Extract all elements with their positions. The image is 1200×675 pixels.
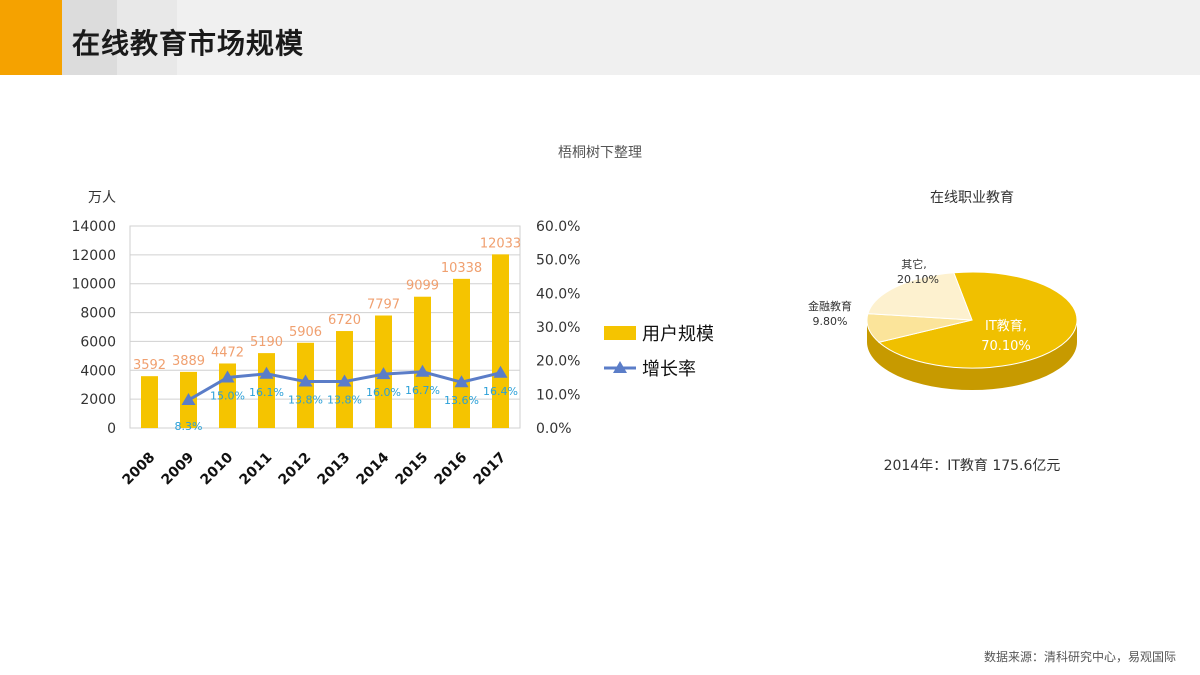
- bar-value-label: 12033: [480, 236, 521, 251]
- x-tick-label: 2016: [431, 450, 470, 489]
- pie-slice: [877, 271, 1078, 369]
- y-tick-label: 12000: [71, 248, 116, 264]
- chart-subtitle: 梧桐树下整理: [558, 145, 642, 161]
- y-tick-label: 14000: [71, 219, 116, 235]
- bar-value-label: 5906: [289, 325, 322, 340]
- bar-value-label: 7797: [367, 298, 400, 313]
- growth-rate-label: 16.4%: [483, 385, 518, 398]
- y2-tick-label: 40.0%: [536, 286, 580, 302]
- bar: [258, 353, 275, 428]
- bar-value-label: 10338: [441, 261, 482, 276]
- growth-rate-label: 16.7%: [405, 384, 440, 397]
- header-accent: [0, 0, 62, 75]
- y-tick-label: 4000: [80, 363, 116, 379]
- growth-rate-label: 8.3%: [175, 420, 203, 433]
- growth-rate-label: 13.6%: [444, 394, 479, 407]
- pie-value-finance: 9.80%: [813, 315, 848, 328]
- page-title: 在线教育市场规模: [72, 27, 305, 60]
- growth-rate-label: 13.8%: [327, 394, 362, 407]
- vocational-education-pie-chart: 在线职业教育 IT教育, 70.10% 金融教育 9.80% 其它, 20.10% 2014年…: [808, 190, 1078, 474]
- legend-label-bar: 用户规模: [642, 324, 714, 345]
- growth-rate-marker: [220, 370, 235, 383]
- y-tick-label: 8000: [80, 306, 116, 322]
- bar-value-label: 3889: [172, 354, 205, 369]
- bar: [141, 376, 158, 428]
- pie-value-other: 20.10%: [897, 273, 939, 286]
- growth-rate-label: 15.0%: [210, 390, 245, 403]
- y2-tick-label: 60.0%: [536, 219, 580, 235]
- user-scale-combo-chart: 0 2000 4000 6000 8000 10000 12000 14000 0.0% 10.0…: [71, 190, 714, 489]
- bar-value-label: 6720: [328, 313, 361, 328]
- legend-label-line: 增长率: [642, 359, 696, 380]
- growth-rate-marker: [493, 365, 508, 378]
- legend-swatch-bar: [604, 326, 636, 340]
- growth-rate-marker: [337, 374, 352, 387]
- header: 在线教育市场规模: [0, 0, 1200, 75]
- x-tick-label: 2017: [470, 450, 509, 489]
- pie-side: [867, 320, 1077, 390]
- growth-rate-label: 16.0%: [366, 386, 401, 399]
- x-tick-label: 2009: [158, 450, 197, 489]
- y-tick-label: 10000: [71, 277, 116, 293]
- pie-title: 在线职业教育: [930, 190, 1014, 206]
- x-tick-label: 2011: [236, 450, 275, 489]
- x-tick-label: 2010: [197, 449, 236, 488]
- x-tick-label: 2013: [314, 450, 353, 489]
- x-tick-label: 2015: [392, 450, 431, 489]
- pie-label-finance: 金融教育: [808, 299, 852, 313]
- growth-rate-marker: [415, 364, 430, 377]
- pie-slice: [867, 272, 973, 321]
- bar-value-label: 9099: [406, 279, 439, 294]
- pie-label-other: 其它,: [901, 257, 927, 271]
- y-tick-label: 6000: [80, 334, 116, 350]
- y2-tick-label: 0.0%: [536, 421, 572, 437]
- growth-rate-marker: [376, 367, 391, 380]
- bar: [414, 296, 431, 428]
- bar-value-label: 5190: [250, 335, 283, 350]
- x-tick-label: 2008: [119, 450, 158, 489]
- y2-tick-label: 10.0%: [536, 387, 580, 403]
- y2-tick-label: 50.0%: [536, 253, 580, 269]
- bar: [492, 254, 509, 428]
- growth-rate-marker: [454, 375, 469, 388]
- header-accent-grey-light: [117, 0, 177, 75]
- x-tick-label: 2012: [275, 450, 314, 489]
- y-axis-label: 万人: [88, 190, 116, 206]
- y-tick-label: 0: [107, 421, 116, 437]
- header-accent-grey: [62, 0, 117, 75]
- bar-value-label: 3592: [133, 358, 166, 373]
- legend-marker-line: [613, 361, 627, 373]
- bar-value-label: 4472: [211, 345, 244, 360]
- growth-rate-label: 13.8%: [288, 394, 323, 407]
- growth-rate-marker: [298, 374, 313, 387]
- y2-tick-label: 30.0%: [536, 320, 580, 336]
- pie-caption: 2014年：IT教育 175.6亿元: [884, 458, 1061, 474]
- y2-tick-label: 20.0%: [536, 354, 580, 370]
- y-tick-label: 2000: [80, 392, 116, 408]
- bar: [453, 278, 470, 428]
- x-tick-label: 2014: [353, 449, 392, 488]
- pie-value-it: 70.10%: [981, 339, 1031, 354]
- growth-rate-label: 16.1%: [249, 386, 284, 399]
- data-source: 数据来源：清科研究中心，易观国际: [983, 650, 1176, 664]
- growth-rate-marker: [181, 393, 196, 406]
- pie-label-it: IT教育,: [985, 318, 1027, 334]
- growth-rate-marker: [259, 366, 274, 379]
